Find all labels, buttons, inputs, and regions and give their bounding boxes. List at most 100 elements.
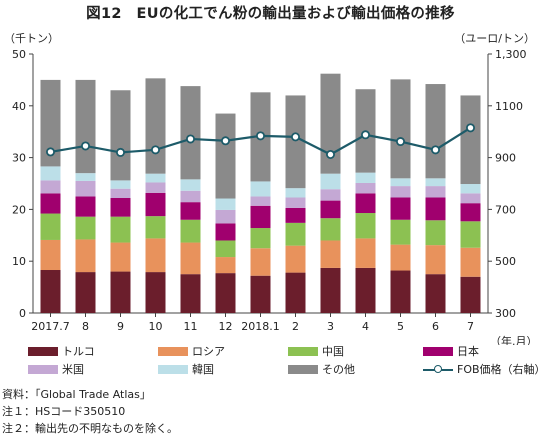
bar-segment — [390, 270, 411, 313]
bar-segment — [460, 203, 481, 222]
y2-tick-label: 500 — [495, 255, 516, 268]
bar-segment — [355, 213, 376, 239]
bar-segment — [285, 197, 306, 208]
legend-label: 米国 — [62, 363, 84, 376]
chart-notes: 資料：「Global Trade Atlas」 注１：HSコード350510 注… — [2, 386, 178, 437]
bar-segment — [250, 181, 271, 197]
bar-segment — [390, 178, 411, 187]
bar-segment — [390, 186, 411, 198]
bar-segment — [145, 216, 166, 239]
bar-segment — [250, 228, 271, 249]
bar-segment — [425, 245, 446, 275]
legend-item: 中国 — [288, 343, 344, 359]
bar-segment — [250, 205, 271, 229]
bar-segment — [145, 192, 166, 217]
bar-segment — [390, 197, 411, 220]
bar-segment — [40, 166, 61, 181]
bar-segment — [250, 248, 271, 276]
x-tick-label: 2 — [292, 320, 299, 333]
x-tick-label: 4 — [362, 320, 369, 333]
legend-swatch — [288, 346, 318, 356]
bar-segment — [425, 274, 446, 313]
bar-segment — [320, 240, 341, 268]
bar-segment — [320, 189, 341, 201]
bar-segment — [215, 209, 236, 224]
legend-label: 日本 — [457, 345, 479, 358]
price-point — [325, 149, 335, 159]
y2-tick-label: 300 — [495, 307, 516, 320]
bar-segment — [425, 178, 446, 187]
bar-segment — [145, 182, 166, 193]
bar-segment — [40, 193, 61, 214]
bar-segment — [425, 197, 446, 221]
bar-segment — [110, 90, 131, 181]
bar-segment — [355, 238, 376, 268]
bar-segment — [285, 188, 306, 198]
bar-segment — [355, 193, 376, 214]
bar-segment — [40, 239, 61, 271]
x-tick-label: 9 — [117, 320, 124, 333]
left-axis-unit: （千トン） — [4, 32, 59, 45]
bar-segment — [250, 196, 271, 206]
bar-segment — [110, 188, 131, 199]
y-tick-label: 20 — [12, 203, 26, 216]
price-point — [290, 132, 300, 142]
note-1: 注１：HSコード350510 — [2, 405, 126, 418]
bar-segment — [460, 221, 481, 248]
x-tick-label: 10 — [149, 320, 163, 333]
bar-segment — [40, 79, 61, 167]
price-point — [46, 147, 56, 157]
bar-segment — [40, 270, 61, 313]
bar-segment — [145, 272, 166, 313]
bar-segment — [215, 257, 236, 274]
bar-segment — [355, 267, 376, 313]
legend-item: 日本 — [423, 343, 479, 359]
legend-label: 中国 — [322, 345, 344, 358]
legend-label: トルコ — [62, 345, 95, 358]
legend-swatch — [288, 364, 318, 374]
legend-label: 韓国 — [192, 363, 214, 376]
bar-segment — [180, 219, 201, 243]
bar-segment — [460, 247, 481, 277]
bar-segment — [390, 79, 411, 179]
bar-segment — [75, 272, 96, 313]
legend-swatch — [423, 346, 453, 356]
bar-segment — [460, 95, 481, 185]
bar-segment — [425, 186, 446, 198]
bar-segment — [180, 202, 201, 220]
bar-segment — [355, 172, 376, 183]
y2-tick-label: 1,300 — [495, 48, 527, 61]
bar-segment — [180, 179, 201, 191]
legend-item: FOB価格（右軸） — [423, 361, 541, 377]
legend-item: トルコ — [28, 343, 95, 359]
bar-segment — [285, 222, 306, 246]
bar-segment — [145, 78, 166, 174]
bar-segment — [110, 271, 131, 313]
x-axis-unit: （年.月） — [490, 334, 538, 345]
x-tick-label: 6 — [432, 320, 439, 333]
chart-plot: 0 10 20 30 40 50 300 500 700 900 1100 1,300 2017.7 8 9… — [12, 48, 538, 345]
bar-segment — [460, 193, 481, 204]
bar-segment — [320, 200, 341, 219]
y-tick-label: 50 — [12, 48, 26, 61]
price-point — [81, 141, 91, 151]
bar-segment — [75, 196, 96, 217]
bar-segment — [110, 198, 131, 217]
bar-segment — [215, 223, 236, 241]
right-axis-unit: （ユーロ/トン） — [454, 32, 535, 45]
legend-swatch — [28, 346, 58, 356]
price-point — [430, 145, 440, 155]
x-tick-label: 3 — [327, 320, 334, 333]
bar-segment — [425, 84, 446, 179]
bar-segment — [355, 182, 376, 194]
price-point — [185, 134, 195, 144]
legend-label: FOB価格（右軸） — [457, 363, 541, 376]
legend-swatch — [158, 364, 188, 374]
legend-swatch — [158, 346, 188, 356]
legend-label: ロシア — [192, 345, 225, 358]
bar-segment — [285, 272, 306, 313]
bar-segment — [110, 180, 131, 189]
bar-segment — [110, 216, 131, 243]
x-tick-label: 2018.1 — [241, 320, 280, 333]
bar-segment — [460, 276, 481, 313]
